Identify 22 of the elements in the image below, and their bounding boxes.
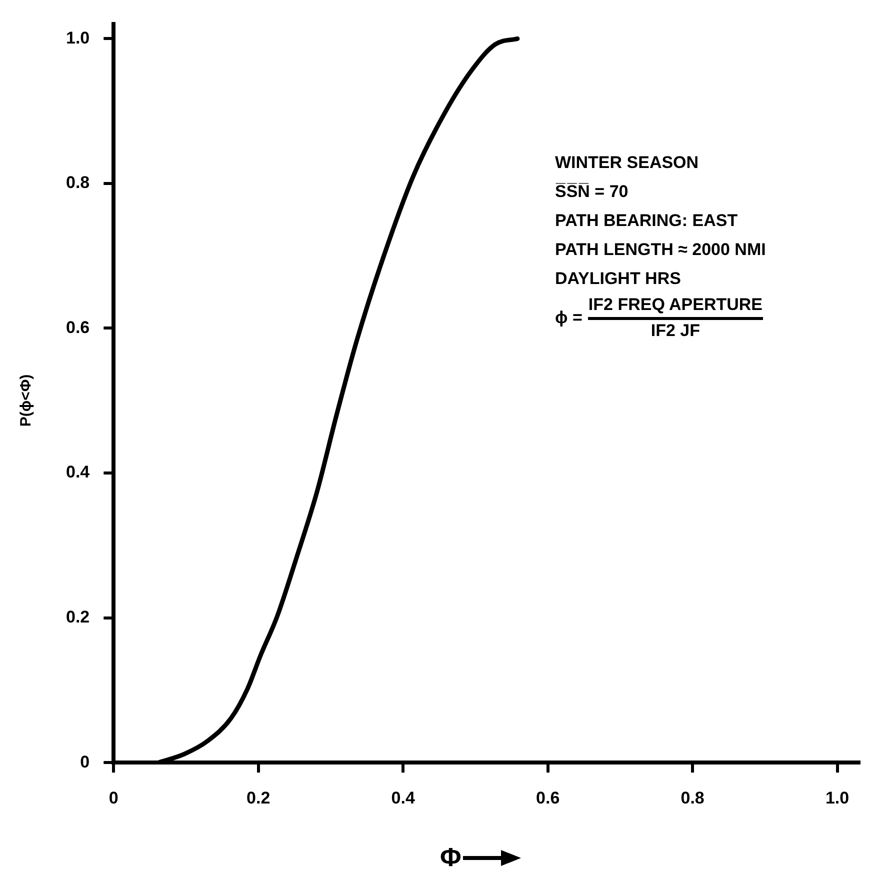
x-tick-label: 0.4 [391, 788, 416, 808]
y-tick-label: 0.8 [66, 173, 90, 192]
x-tick-label: 0.6 [536, 788, 560, 808]
annotation: WINTER SEASON [555, 152, 700, 174]
annotation: IF2 JF [650, 320, 700, 342]
x-tick-label: 0 [108, 788, 118, 808]
y-tick-label: 0.4 [66, 462, 90, 482]
annotation: ϕ = [555, 307, 582, 329]
y-tick-label: 0.6 [66, 318, 90, 337]
x-tick-label: 0.8 [680, 788, 704, 808]
y-tick-label: 1.0 [66, 28, 90, 48]
annotation: PATH BEARING: EAST [555, 210, 739, 232]
x-axis-title: Φ [440, 842, 462, 873]
annotation: S̅S̅N̅ = 70 [555, 181, 630, 203]
y-tick-label: 0.2 [66, 608, 90, 627]
x-tick-label: 1.0 [825, 788, 850, 808]
y-tick-label: 0 [80, 752, 90, 772]
annotation: DAYLIGHT HRS [555, 268, 682, 290]
y-axis-title: P(ϕ<Φ) [18, 374, 34, 426]
annotation: IF2 FREQ APERTURE [588, 293, 763, 320]
annotation: PATH LENGTH ≈ 2000 NMI [555, 239, 766, 261]
x-tick-label: 0.2 [246, 788, 270, 808]
